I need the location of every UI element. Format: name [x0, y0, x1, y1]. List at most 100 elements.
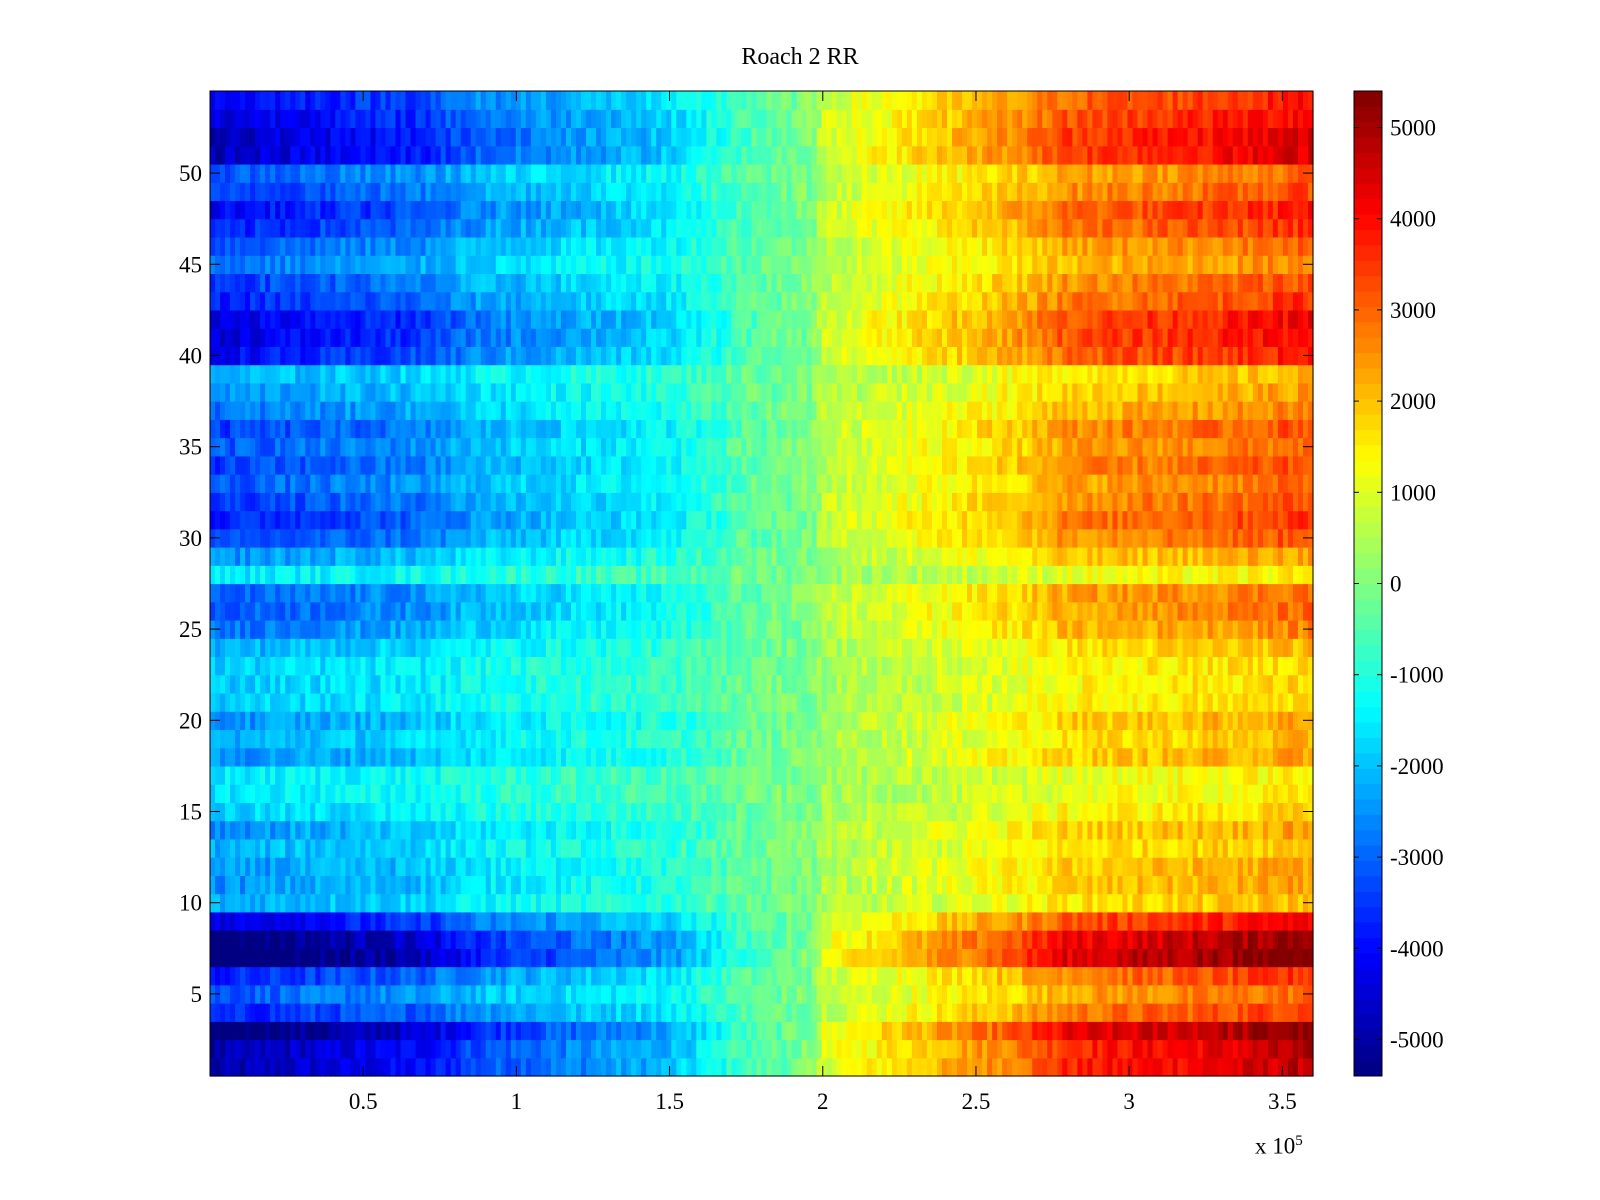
heatmap-cell — [921, 784, 928, 803]
heatmap-cell — [641, 893, 647, 913]
heatmap-cell — [410, 948, 417, 968]
heatmap-cell — [606, 838, 612, 858]
heatmap-cell — [992, 765, 998, 785]
heatmap-cell — [1217, 984, 1224, 1004]
heatmap-cell — [851, 692, 858, 712]
heatmap-cell — [781, 711, 788, 731]
heatmap-cell — [1047, 1003, 1053, 1022]
heatmap-cell — [520, 984, 527, 1004]
heatmap-cell — [1117, 747, 1124, 767]
heatmap-cell — [445, 656, 452, 676]
heatmap-cell — [425, 729, 432, 749]
heatmap-cell — [525, 729, 532, 749]
heatmap-cell — [1107, 1021, 1114, 1041]
heatmap-cell — [455, 838, 462, 858]
heatmap-cell — [1097, 820, 1104, 840]
heatmap-cell — [1157, 692, 1164, 712]
heatmap-cell — [671, 1021, 677, 1041]
heatmap-cell — [596, 674, 602, 694]
heatmap-cell — [666, 948, 672, 968]
heatmap-cell — [265, 966, 271, 986]
heatmap-cell — [1147, 802, 1154, 822]
heatmap-cell — [967, 966, 973, 986]
heatmap-cell — [430, 893, 437, 913]
heatmap-cell — [911, 711, 918, 731]
heatmap-cell — [811, 911, 818, 931]
heatmap-cell — [616, 729, 622, 749]
heatmap-cell — [370, 984, 377, 1004]
heatmap-cell — [460, 820, 467, 840]
heatmap-cell — [265, 948, 271, 968]
heatmap-cell — [1062, 875, 1068, 895]
heatmap-cell — [896, 820, 903, 840]
heatmap-cell — [1302, 1057, 1309, 1077]
heatmap-cell — [1177, 948, 1184, 968]
heatmap-cell — [550, 820, 557, 840]
heatmap-cell — [415, 1039, 422, 1059]
heatmap-cell — [666, 838, 672, 858]
heatmap-cell — [220, 802, 226, 822]
heatmap-cell — [1087, 747, 1093, 767]
heatmap-cell — [515, 1057, 522, 1077]
heatmap-cell — [420, 747, 427, 767]
heatmap-cell — [1212, 1039, 1219, 1059]
heatmap-cell — [691, 674, 697, 694]
heatmap-cell — [215, 838, 221, 858]
heatmap-cell — [841, 729, 848, 749]
heatmap-cell — [390, 656, 397, 676]
heatmap-cell — [1172, 802, 1179, 822]
heatmap-cell — [500, 674, 507, 694]
heatmap-cell — [741, 1021, 748, 1041]
heatmap-cell — [290, 711, 296, 731]
heatmap-cell — [355, 984, 362, 1004]
heatmap-cell — [285, 784, 291, 803]
heatmap-cell — [901, 656, 908, 676]
heatmap-cell — [791, 820, 798, 840]
heatmap-cell — [255, 711, 261, 731]
heatmap-cell — [1232, 875, 1239, 895]
heatmap-cell — [240, 729, 246, 749]
heatmap-cell — [340, 1057, 346, 1077]
heatmap-cell — [906, 1003, 913, 1022]
heatmap-cell — [821, 930, 828, 949]
heatmap-cell — [671, 911, 677, 931]
heatmap-cell — [581, 1021, 587, 1041]
heatmap-cell — [1012, 820, 1018, 840]
heatmap-cell — [921, 966, 928, 986]
heatmap-cell — [230, 1057, 236, 1077]
heatmap-cell — [1277, 820, 1284, 840]
heatmap-cell — [952, 1057, 958, 1077]
heatmap-cell — [1057, 802, 1063, 822]
heatmap-cell — [1182, 784, 1189, 803]
heatmap-cell — [375, 765, 382, 785]
heatmap-cell — [400, 930, 407, 949]
heatmap-cell — [410, 820, 417, 840]
heatmap-cell — [445, 1021, 452, 1041]
heatmap-cell — [1282, 674, 1289, 694]
heatmap-cell — [856, 656, 863, 676]
heatmap-cell — [786, 875, 793, 895]
heatmap-cell — [535, 875, 542, 895]
heatmap-cell — [1002, 948, 1008, 968]
heatmap-cell — [240, 802, 246, 822]
heatmap-cell — [997, 784, 1003, 803]
heatmap-cell — [821, 911, 828, 931]
heatmap-cell — [666, 930, 672, 949]
heatmap-cell — [977, 838, 983, 858]
heatmap-cell — [215, 729, 221, 749]
heatmap-cell — [1192, 1057, 1199, 1077]
heatmap-cell — [305, 1021, 311, 1041]
heatmap-cell — [570, 893, 577, 913]
heatmap-cell — [596, 802, 602, 822]
heatmap-cell — [470, 875, 477, 895]
heatmap-cell — [500, 711, 507, 731]
heatmap-cell — [661, 984, 667, 1004]
heatmap-cell — [485, 747, 492, 767]
heatmap-cell — [1177, 838, 1184, 858]
heatmap-cell — [455, 820, 462, 840]
heatmap-cell — [1052, 893, 1058, 913]
heatmap-cell — [1142, 1003, 1149, 1022]
heatmap-cell — [1097, 711, 1104, 731]
heatmap-cell — [896, 1039, 903, 1059]
heatmap-cell — [255, 875, 261, 895]
